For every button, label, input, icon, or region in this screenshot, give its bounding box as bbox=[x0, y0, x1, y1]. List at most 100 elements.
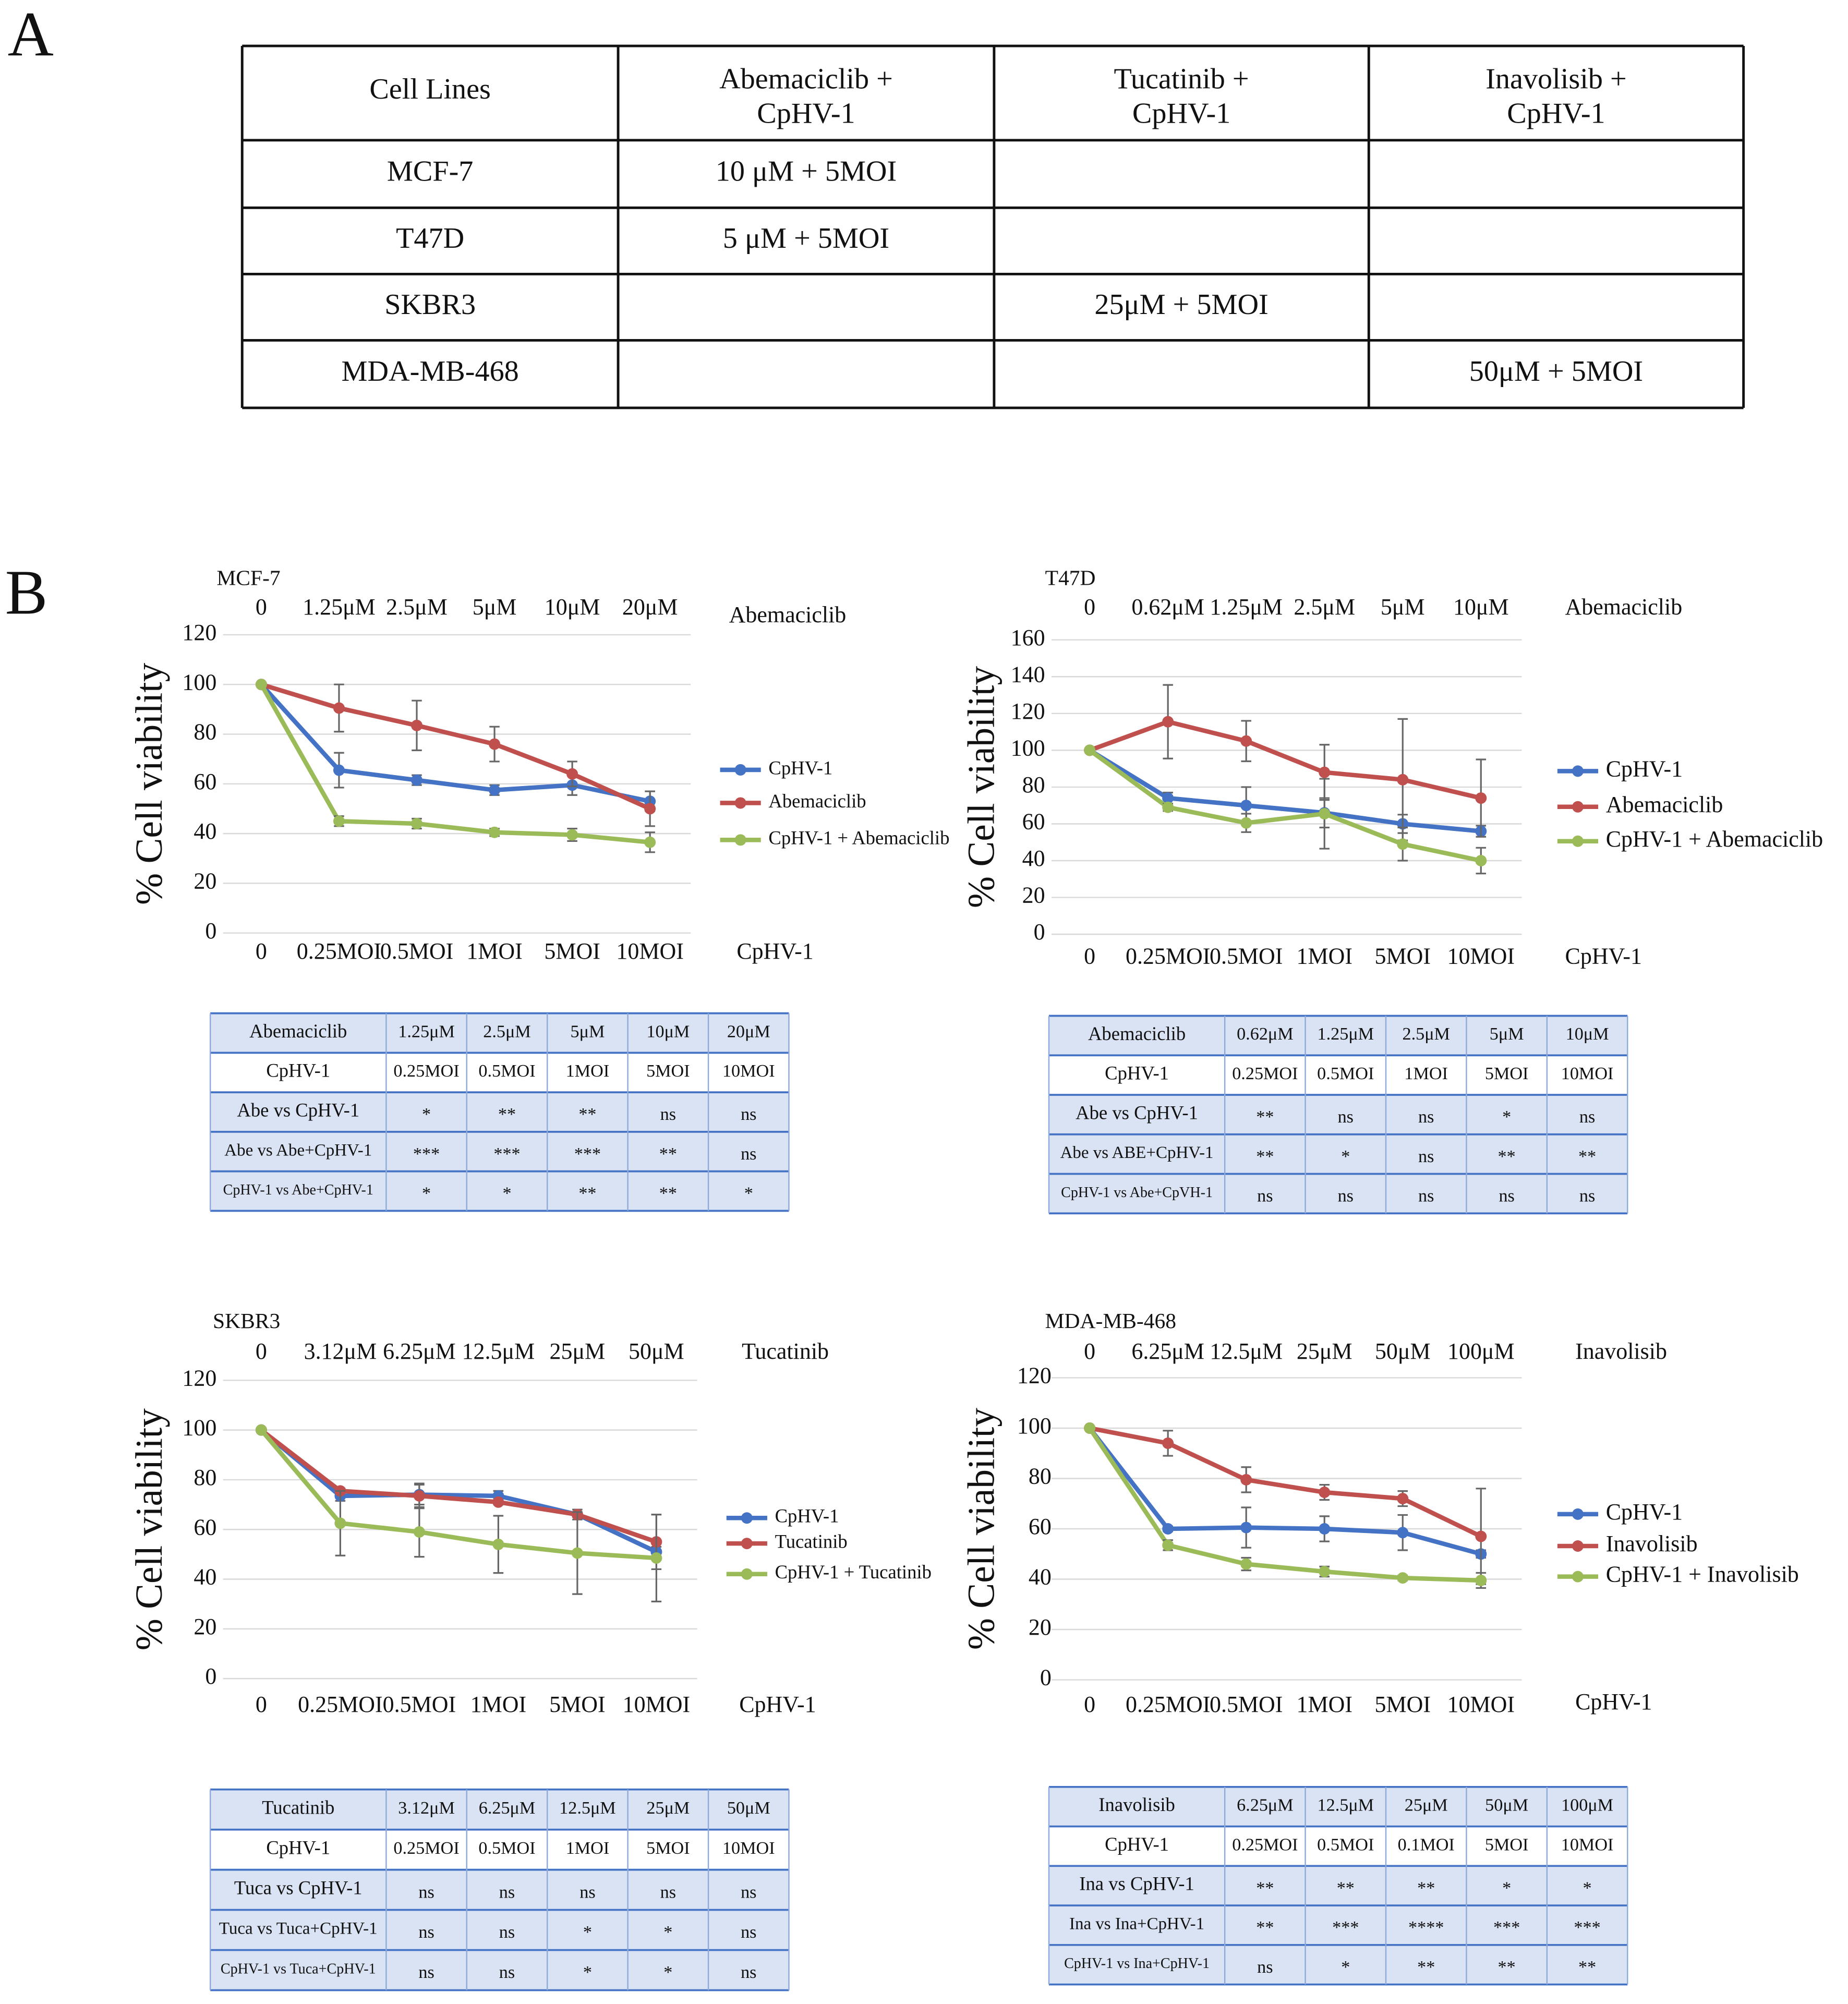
table-row bbox=[210, 1013, 789, 1053]
table-header: Inavolisib + bbox=[1485, 63, 1626, 95]
table-cell: Tuca vs CpHV-1 bbox=[234, 1877, 363, 1899]
y-tick-label: 60 bbox=[194, 1514, 216, 1540]
data-point bbox=[1162, 792, 1174, 804]
table-row bbox=[1048, 1055, 1628, 1095]
table-cell: ** bbox=[578, 1105, 596, 1124]
table-cell: CpHV-1 bbox=[266, 1060, 330, 1081]
x-tick-label: 5MOI bbox=[544, 938, 600, 964]
table-row bbox=[210, 1789, 789, 1830]
x-tick-label: 0.5MOI bbox=[1210, 1692, 1283, 1717]
series-line bbox=[1088, 748, 1481, 834]
top-tick-label: 0 bbox=[256, 594, 267, 620]
table-cell: ns bbox=[1418, 1147, 1434, 1166]
x-axis-label: CpHV-1 bbox=[1565, 944, 1642, 969]
data-point bbox=[411, 818, 423, 830]
data-point bbox=[1397, 1493, 1409, 1505]
table-cell: ** bbox=[659, 1184, 677, 1203]
x-tick-label: 0.5MOI bbox=[380, 938, 453, 964]
table-cell: ** bbox=[1417, 1958, 1435, 1977]
table-cell: * bbox=[663, 1923, 672, 1942]
legend-label: Tucatinib bbox=[775, 1531, 848, 1552]
data-point bbox=[1475, 792, 1487, 804]
data-point bbox=[333, 702, 345, 714]
table-cell: Inavolisib bbox=[1098, 1794, 1175, 1815]
table-cell: ** bbox=[1498, 1958, 1516, 1977]
top-axis-label: Abemaciclib bbox=[729, 602, 847, 627]
table-cell: CpHV-1 vs Abe+CpVH-1 bbox=[1061, 1185, 1213, 1201]
x-tick-label: 10MOI bbox=[1447, 944, 1515, 969]
table-cell: 10MOI bbox=[722, 1061, 775, 1081]
x-tick-label: 0 bbox=[256, 1692, 267, 1717]
table-cell: CpHV-1 vs Ina+CpHV-1 bbox=[1064, 1955, 1210, 1972]
table-cell: ** bbox=[1256, 1147, 1274, 1166]
legend-label: CpHV-1 bbox=[768, 757, 832, 778]
table-cell: ns bbox=[1418, 1187, 1434, 1206]
top-tick-label: 2.5μM bbox=[386, 594, 448, 620]
table-cell: 0.25MOI bbox=[393, 1061, 459, 1081]
data-point bbox=[333, 764, 345, 776]
y-tick-label: 0 bbox=[205, 1663, 216, 1689]
x-tick-label: 10MOI bbox=[623, 1692, 690, 1717]
table-cell: 50μM + 5MOI bbox=[1469, 355, 1643, 388]
table-cell: Abe vs CpHV-1 bbox=[237, 1099, 359, 1120]
x-tick-label: 0.25MOI bbox=[1126, 944, 1210, 969]
legend-marker bbox=[741, 1568, 753, 1580]
series-line bbox=[1088, 1427, 1482, 1556]
data-point bbox=[1240, 817, 1252, 829]
series-line bbox=[259, 683, 650, 845]
top-tick-label: 6.25μM bbox=[1131, 1338, 1204, 1364]
table-cell: *** bbox=[413, 1144, 440, 1164]
table-cell: *** bbox=[574, 1144, 601, 1164]
table-cell: 50μM bbox=[727, 1798, 770, 1818]
data-point bbox=[1162, 1437, 1174, 1449]
y-tick-label: 100 bbox=[1011, 735, 1045, 760]
table-cell: MCF-7 bbox=[387, 155, 474, 188]
legend-label: CpHV-1 + Inavolisib bbox=[1606, 1562, 1799, 1587]
table-cell: ** bbox=[659, 1144, 677, 1164]
x-tick-label: 0 bbox=[1084, 1692, 1095, 1717]
table-cell: 0.1MOI bbox=[1398, 1835, 1455, 1854]
table-header: Cell Lines bbox=[369, 73, 491, 105]
table-row bbox=[1048, 1945, 1628, 1985]
table-cell: Abemaciclib bbox=[1088, 1023, 1186, 1044]
chart-title: SKBR3 bbox=[213, 1309, 280, 1333]
y-tick-label: 100 bbox=[1017, 1413, 1052, 1439]
data-point bbox=[1319, 766, 1331, 778]
table-cell: Abemaciclib bbox=[249, 1020, 347, 1042]
data-point bbox=[566, 829, 578, 841]
top-tick-label: 100μM bbox=[1447, 1338, 1515, 1364]
y-tick-label: 80 bbox=[1029, 1464, 1052, 1489]
table-row bbox=[210, 1171, 789, 1211]
top-tick-label: 0 bbox=[256, 1338, 267, 1364]
x-tick-label: 1MOI bbox=[1296, 1692, 1352, 1717]
table-cell: 5MOI bbox=[1485, 1064, 1529, 1083]
top-tick-label: 6.25μM bbox=[383, 1338, 456, 1364]
table-cell: Ina vs Ina+CpHV-1 bbox=[1069, 1914, 1204, 1933]
table-row bbox=[210, 1092, 789, 1132]
y-tick-label: 60 bbox=[194, 769, 216, 794]
legend-label: Abemaciclib bbox=[768, 790, 866, 812]
table-cell: Abe vs Abe+CpHV-1 bbox=[224, 1141, 372, 1160]
table-cell: CpHV-1 vs Tuca+CpHV-1 bbox=[221, 1961, 376, 1977]
table-cell: ** bbox=[1256, 1918, 1274, 1937]
data-point bbox=[333, 815, 345, 827]
table-cell: * bbox=[1502, 1878, 1511, 1898]
table-cell: * bbox=[1502, 1107, 1511, 1127]
table-cell: 1MOI bbox=[1404, 1064, 1448, 1083]
top-tick-label: 5μM bbox=[473, 594, 517, 620]
y-axis-label: % Cell viability bbox=[960, 666, 1002, 908]
legend-marker bbox=[734, 764, 746, 776]
table-row bbox=[1048, 1016, 1628, 1056]
y-tick-label: 160 bbox=[1011, 625, 1045, 650]
data-point bbox=[1475, 855, 1487, 867]
top-axis-label: Abemaciclib bbox=[1565, 594, 1683, 620]
table-row bbox=[1048, 1826, 1628, 1866]
top-tick-label: 0 bbox=[1084, 1338, 1095, 1364]
table-cell: 10μM bbox=[646, 1022, 690, 1041]
legend-label: CpHV-1 + Abemaciclib bbox=[768, 827, 949, 849]
y-tick-label: 120 bbox=[182, 620, 216, 645]
data-point bbox=[1084, 744, 1096, 756]
table-cell: * bbox=[1341, 1958, 1350, 1977]
series-line bbox=[260, 682, 651, 811]
top-tick-label: 3.12μM bbox=[304, 1338, 377, 1364]
